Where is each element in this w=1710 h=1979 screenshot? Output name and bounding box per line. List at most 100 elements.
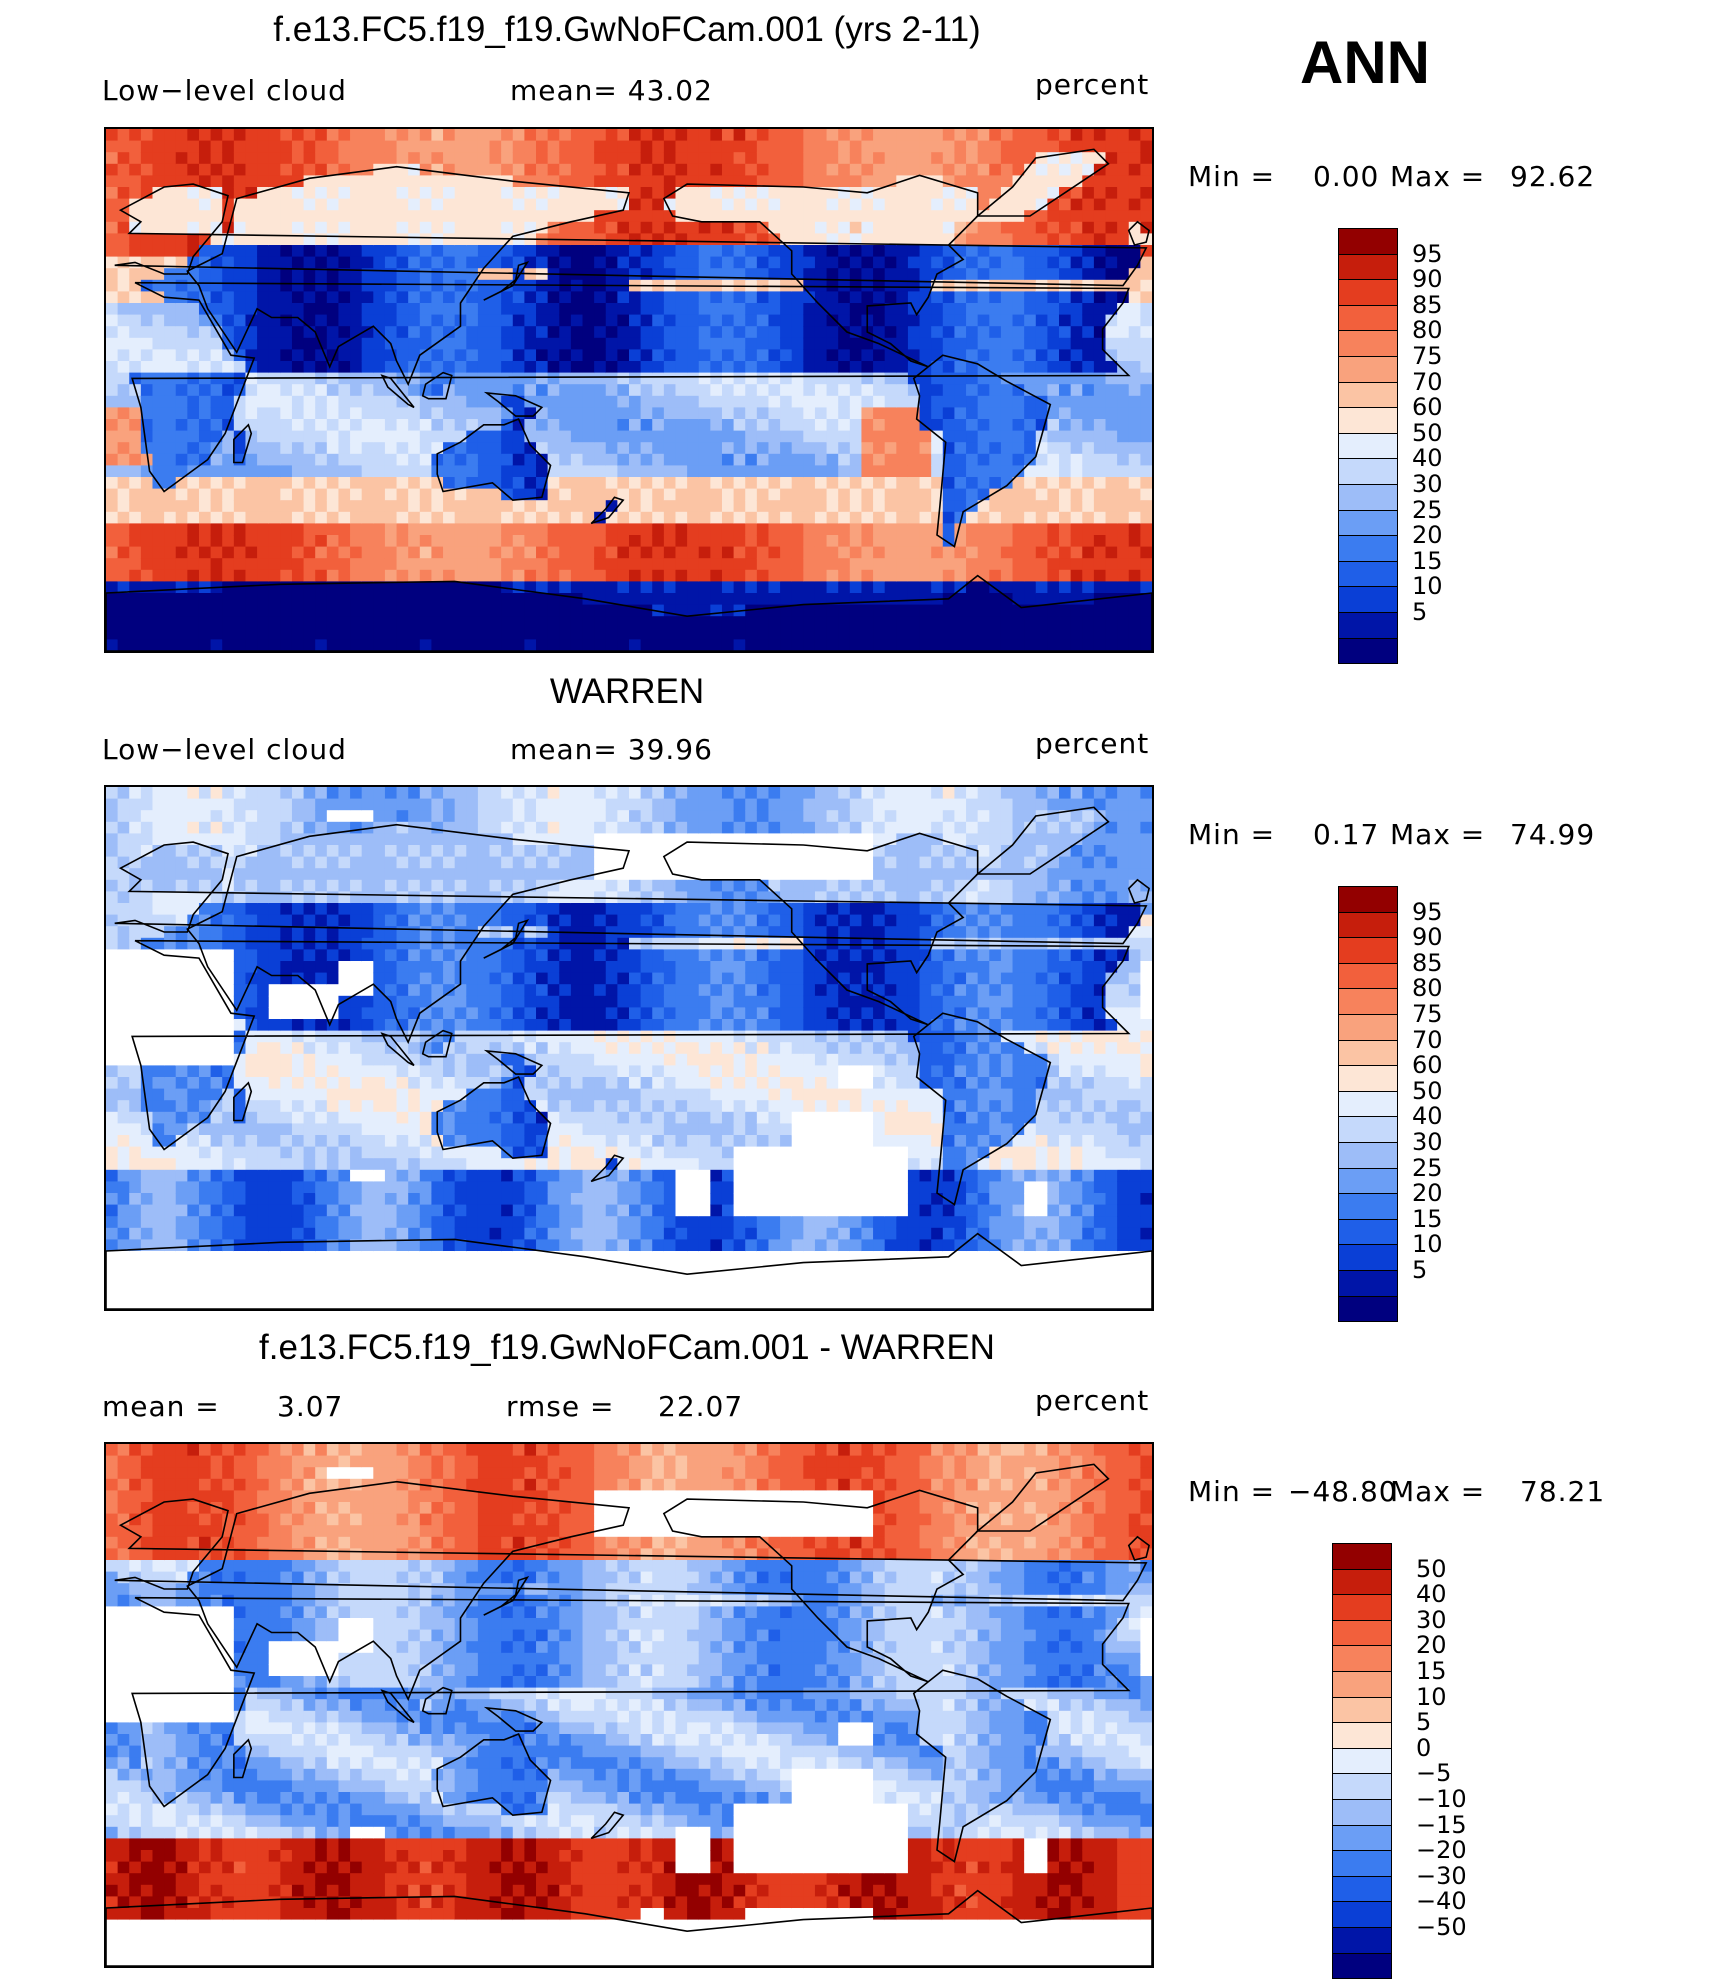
panel2-field-cell bbox=[234, 810, 246, 822]
panel1-field-cell bbox=[1001, 291, 1013, 303]
panel1-field-cell bbox=[931, 257, 943, 269]
panel1-field-cell bbox=[594, 175, 606, 187]
panel2-field-cell bbox=[245, 1054, 257, 1066]
panel1-field-cell bbox=[524, 558, 536, 570]
panel1-field-cell bbox=[850, 257, 862, 269]
panel1-field-cell bbox=[141, 338, 153, 350]
panel2-field-cell bbox=[164, 1216, 176, 1228]
panel2-field-cell bbox=[280, 973, 292, 985]
panel1-field-cell bbox=[1059, 338, 1071, 350]
panel1-field-cell bbox=[338, 639, 350, 651]
panel1-field-cell bbox=[443, 349, 455, 361]
panel1-field-cell bbox=[920, 315, 932, 327]
panel1-field-cell bbox=[989, 303, 1001, 315]
panel1-field-cell bbox=[896, 373, 908, 385]
panel1-field-cell bbox=[292, 535, 304, 547]
panel1-field-cell bbox=[896, 465, 908, 477]
panel1-field-cell bbox=[408, 338, 420, 350]
panel1-field-cell bbox=[292, 268, 304, 280]
panel2-field-cell bbox=[176, 1274, 188, 1286]
panel1-field-cell bbox=[838, 535, 850, 547]
panel1-field-cell bbox=[629, 407, 641, 419]
panel1-field-cell bbox=[152, 581, 164, 593]
panel1-field-cell bbox=[501, 477, 513, 489]
panel2-field-cell bbox=[269, 857, 281, 869]
panel1-field-cell bbox=[734, 361, 746, 373]
panel1-field-cell bbox=[397, 291, 409, 303]
panel2-field-cell bbox=[118, 926, 130, 938]
panel1-field-cell bbox=[1071, 570, 1083, 582]
panel1-field-cell bbox=[362, 512, 374, 524]
panel2-field-cell bbox=[164, 1019, 176, 1031]
panel1-field-cell bbox=[792, 164, 804, 176]
panel1-field-cell bbox=[734, 639, 746, 651]
panel1-field-cell bbox=[745, 245, 757, 257]
panel1-field-cell bbox=[617, 164, 629, 176]
panel1-field-cell bbox=[362, 129, 374, 141]
panel1-field-cell bbox=[466, 628, 478, 640]
panel1-field-cell bbox=[850, 222, 862, 234]
panel1-field-cell bbox=[1001, 199, 1013, 211]
panel1-field-cell bbox=[734, 431, 746, 443]
panel1-field-cell bbox=[978, 175, 990, 187]
panel1-field-cell bbox=[617, 558, 629, 570]
panel1-field-cell bbox=[757, 512, 769, 524]
panel1-field-cell bbox=[734, 141, 746, 153]
panel1-field-cell bbox=[594, 535, 606, 547]
panel2-field-cell bbox=[211, 1297, 223, 1309]
panel1-field-cell bbox=[850, 349, 862, 361]
panel2-field-cell bbox=[245, 822, 257, 834]
panel2-field-cell bbox=[176, 1089, 188, 1101]
panel1-field-cell bbox=[1117, 326, 1129, 338]
panel1-field-cell bbox=[1059, 141, 1071, 153]
panel1-field-cell bbox=[257, 489, 269, 501]
panel1-field-cell bbox=[641, 373, 653, 385]
panel1-field-cell bbox=[129, 639, 141, 651]
panel1-field-cell bbox=[559, 442, 571, 454]
panel1-field-cell bbox=[152, 500, 164, 512]
panel1-field-cell bbox=[315, 245, 327, 257]
panel1-field-cell bbox=[118, 280, 130, 292]
panel1-field-cell bbox=[385, 210, 397, 222]
panel1-field-cell bbox=[652, 141, 664, 153]
panel1-field-cell bbox=[478, 593, 490, 605]
panel1-field-cell bbox=[559, 396, 571, 408]
panel1-field-cell bbox=[827, 442, 839, 454]
panel1-field-cell bbox=[652, 407, 664, 419]
panel1-field-cell bbox=[641, 407, 653, 419]
panel1-field-cell bbox=[664, 512, 676, 524]
panel2-field-cell bbox=[199, 926, 211, 938]
panel2-field-cell bbox=[280, 1228, 292, 1240]
panel1-colorbar-cell bbox=[1338, 613, 1398, 639]
panel1-field-cell bbox=[385, 361, 397, 373]
panel2-field-cell bbox=[152, 1205, 164, 1217]
panel1-field-cell bbox=[838, 558, 850, 570]
panel1-field-cell bbox=[675, 361, 687, 373]
panel1-field-cell bbox=[803, 639, 815, 651]
panel1-field-cell bbox=[548, 407, 560, 419]
panel1-field-cell bbox=[327, 407, 339, 419]
panel1-field-cell bbox=[792, 500, 804, 512]
panel1-field-cell bbox=[513, 605, 525, 617]
panel1-field-cell bbox=[978, 384, 990, 396]
panel1-field-cell bbox=[443, 257, 455, 269]
panel1-max-label: Max = bbox=[1390, 160, 1485, 193]
panel1-field-cell bbox=[931, 419, 943, 431]
panel2-field-cell bbox=[129, 1112, 141, 1124]
panel1-field-cell bbox=[129, 454, 141, 466]
panel1-field-cell bbox=[885, 373, 897, 385]
panel1-field-cell bbox=[920, 500, 932, 512]
panel1-field-cell bbox=[501, 326, 513, 338]
panel1-field-cell bbox=[954, 326, 966, 338]
panel1-field-cell bbox=[408, 222, 420, 234]
panel1-field-cell bbox=[152, 384, 164, 396]
panel1-field-cell bbox=[373, 361, 385, 373]
panel1-field-cell bbox=[838, 547, 850, 559]
panel1-field-cell bbox=[1082, 465, 1094, 477]
panel1-field-cell bbox=[920, 199, 932, 211]
panel2-field-cell bbox=[327, 915, 339, 927]
panel1-field-cell bbox=[420, 233, 432, 245]
panel1-field-cell bbox=[455, 141, 467, 153]
panel2-field-cell bbox=[176, 799, 188, 811]
panel1-field-cell bbox=[362, 535, 374, 547]
